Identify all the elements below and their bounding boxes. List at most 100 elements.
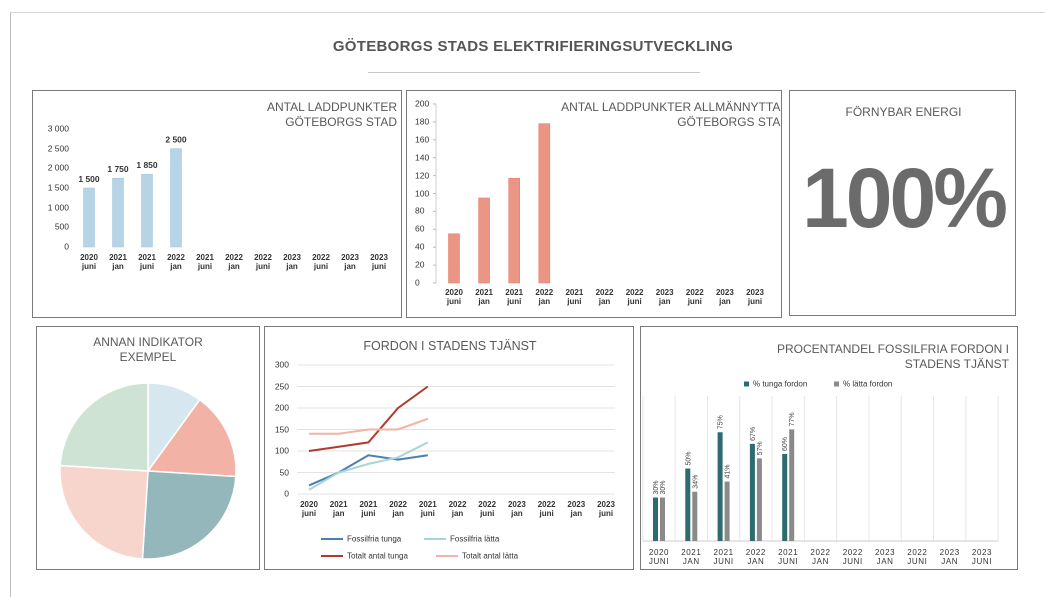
x-tick-label: 2022 juni [537, 500, 556, 518]
y-tick-label: 200 [415, 98, 430, 109]
data-label: 2 500 [165, 135, 187, 145]
data-label: 50% [685, 451, 692, 465]
x-tick-label: 2023 jan [507, 500, 526, 518]
plot [433, 103, 551, 284]
bar [749, 443, 755, 541]
legend-label: % tunga fordon [753, 379, 808, 389]
panel: 100% FÖRNYBAR ENERGI [789, 90, 1016, 316]
y-tick-label: 300 [274, 359, 289, 370]
page-frame [10, 12, 1045, 597]
bar [789, 429, 795, 541]
x-tick-label: 2021 juni [196, 253, 214, 271]
bar [448, 233, 460, 284]
plot: 1 500 1 750 1 850 2 500 [78, 135, 187, 248]
data-label: 60% [782, 437, 789, 451]
bar [508, 177, 520, 284]
x-tick-label: 2021 JUNI [713, 548, 734, 566]
x-tick-label: 2020 juni [445, 288, 463, 306]
x-tick-label: 2021 JUNI [778, 548, 799, 566]
y-tick-label: 60 [415, 223, 425, 234]
bar [83, 187, 95, 248]
x-tick-label: 2022 jan [167, 253, 185, 271]
x-tick-label: 2021 jan [475, 288, 493, 306]
y-tick-label: 1 500 [47, 182, 69, 193]
pie-slice [141, 470, 237, 560]
y-tick-label: 2 500 [47, 143, 69, 154]
kpi-value: 100% [802, 151, 1008, 245]
x-tick-label: 2022 jan [595, 288, 614, 306]
x-tick-label: 2022 juni [625, 288, 644, 306]
bar [756, 458, 762, 541]
panel: 1 500 1 750 1 850 2 500 0 500 1 000 1 500 2 000 2… [32, 90, 402, 318]
x-tick-label: 2020 juni [80, 253, 98, 271]
y-tick-label: 50 [279, 467, 289, 477]
data-label: 1 750 [107, 164, 129, 174]
x-tick-label: 2021 juni [565, 288, 584, 306]
page-title: GÖTEBORGS STADS ELEKTRIFIERINGSUTVECKLIN… [332, 38, 734, 55]
legend-label: Totalt antal tunga [347, 551, 408, 561]
panel: 0 20 40 60 80 100 120 140 160 180 200 2020 juni 2021… [406, 90, 782, 318]
bar [141, 173, 153, 248]
bar [653, 497, 658, 541]
x-tick-label: 2023 juni [746, 288, 764, 306]
data-label: 67% [750, 427, 757, 441]
legend-label: Totalt antal lätta [462, 551, 519, 561]
y-tick-label: 160 [415, 134, 430, 145]
legend-swatch [744, 381, 749, 387]
chart-title: ANTAL LADDPUNKTER GÖTEBORGS STAD [266, 100, 397, 129]
plot: 30% 50% 75% 67% 60% 30% 34% 41% 57% 77% [642, 381, 999, 542]
x-tick-label: 2022 jan [389, 500, 407, 518]
legend-label: % lätta fordon [843, 379, 893, 389]
x-tick-label: 2023 jan [341, 253, 359, 271]
x-tick-label: 2022 jan [225, 253, 243, 271]
x-tick-label: 2023 jan [567, 500, 586, 518]
plot [59, 382, 237, 560]
x-tick-label: 2022 JUNI [907, 548, 928, 566]
panel: 30% 50% 75% 67% 60% 30% 34% 41% 57% 77% 2020 JUNI 2… [640, 326, 1018, 570]
x-tick-label: 2022 jan [535, 288, 554, 306]
x-tick-label: 2023 jan [715, 288, 734, 306]
line [308, 441, 429, 491]
bar [717, 432, 723, 541]
x-tick-label: 2020 juni [300, 500, 318, 518]
x-tick-label: 2020 JUNI [648, 548, 670, 566]
x-tick-label: 2021 jan [109, 253, 127, 271]
bar [660, 497, 665, 541]
x-tick-label: 2023 juni [597, 500, 615, 518]
x-tick-label: 2022 juni [478, 500, 497, 518]
chart-title: ANNAN INDIKATOR EXEMPEL [93, 335, 203, 364]
data-label: 34% [692, 475, 699, 489]
y-tick-label: 100 [274, 445, 289, 456]
bar [685, 468, 691, 541]
data-label: 1 850 [136, 160, 158, 170]
x-tick-label: 2022 JAN [810, 548, 831, 566]
bar [112, 177, 124, 248]
y-tick-label: 140 [415, 152, 430, 163]
pie-slice [146, 398, 237, 478]
bar [782, 454, 788, 541]
chart-title: ANTAL LADDPUNKTER ALLMÄNNYTTAN GÖTEBORGS… [561, 100, 782, 129]
x-tick-label: 2023 jan [655, 288, 674, 306]
data-label: 57% [757, 441, 764, 455]
legend-label: Fossilfria lätta [450, 534, 500, 544]
x-tick-label: 2021 JAN [681, 548, 702, 566]
y-tick-label: 120 [415, 170, 430, 181]
x-tick-label: 2023 JUNI [971, 548, 993, 566]
x-tick-label: 2022 JAN [745, 548, 766, 566]
chart-title: FORDON I STADENS TJÄNST [363, 339, 537, 353]
panel: ANNAN INDIKATOR EXEMPEL [36, 326, 260, 570]
x-tick-label: 2023 JAN [874, 548, 896, 566]
x-tick-label: 2022 juni [254, 253, 272, 271]
x-tick-label: 2021 juni [418, 500, 437, 518]
y-tick-label: 3 000 [47, 123, 69, 134]
y-tick-label: 0 [415, 277, 420, 288]
data-label: 75% [718, 415, 725, 429]
panel: 0 50 100 150 200 250 300 2020 juni 2021 jan 2021 … [264, 326, 634, 570]
bar [478, 197, 490, 284]
x-tick-label: 2023 jan [283, 253, 301, 271]
legend-swatch [834, 381, 839, 387]
y-tick-label: 100 [415, 188, 430, 198]
data-label: 30% [653, 480, 660, 494]
y-tick-label: 0 [64, 241, 69, 252]
x-tick-label: 2022 juni [312, 253, 330, 271]
